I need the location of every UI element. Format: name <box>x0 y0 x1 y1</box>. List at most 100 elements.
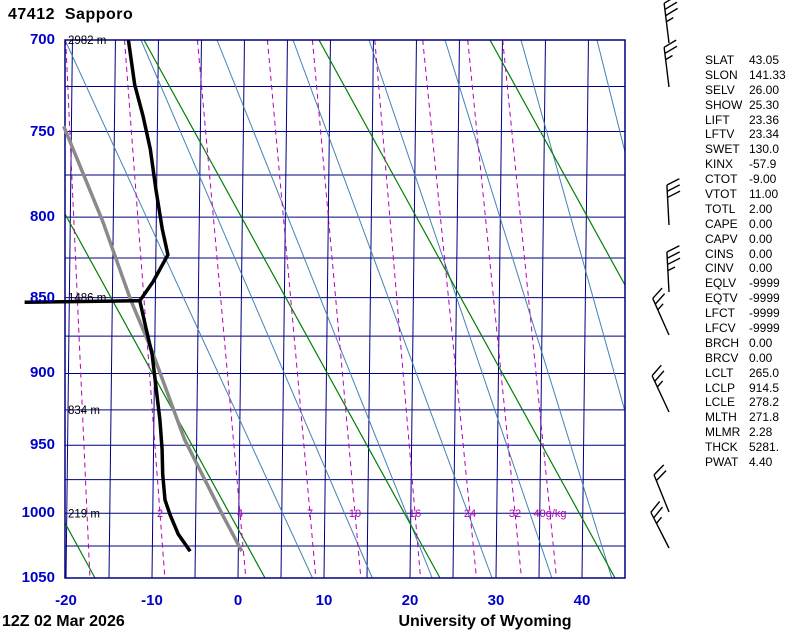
stat-value: 43.05 <box>749 53 780 67</box>
pressure-tick-label: 850 <box>29 288 55 306</box>
stat-row-MLMR: MLMR 2.28 <box>705 425 786 440</box>
wind-barbs <box>650 0 681 549</box>
height-label: 834 m <box>68 405 100 417</box>
temperature-tick-label: 30 <box>487 592 505 609</box>
stat-label: SLON <box>705 67 738 82</box>
temperature-tick-label: 20 <box>401 592 419 609</box>
stat-value: 265.0 <box>749 365 780 380</box>
pressure-tick-label: 900 <box>29 364 55 382</box>
stat-label: LIFT <box>705 112 730 127</box>
stat-label: THCK <box>705 440 738 455</box>
stat-label: CTOT <box>705 172 738 187</box>
stat-label: CAPV <box>705 231 738 246</box>
height-label: 219 m <box>68 508 100 520</box>
stat-label: CINS <box>705 246 734 261</box>
stat-value: 141.33 <box>749 67 786 82</box>
station-title: 47412 Sapporo <box>8 6 134 23</box>
stat-row-PWAT: PWAT 4.40 <box>705 455 786 470</box>
stat-row-LFTV: LFTV 23.34 <box>705 127 786 142</box>
stat-label: VTOT <box>705 187 737 202</box>
dry-adiabats <box>64 39 626 579</box>
stat-value: 0.00 <box>749 261 773 276</box>
stat-row-CTOT: CTOT -9.00 <box>705 172 786 187</box>
stat-row-KINX: KINX -57.9 <box>705 157 786 172</box>
credit-text: University of Wyoming <box>398 613 572 630</box>
mixing-ratio-label: 40g/kg <box>533 508 566 520</box>
stat-row-LFCV: LFCV -9999 <box>705 321 786 336</box>
stat-row-CAPV: CAPV 0.00 <box>705 232 786 247</box>
stat-row-EQLV: EQLV -9999 <box>705 276 786 291</box>
stat-row-SLAT: SLAT 43.05 <box>705 53 786 68</box>
stat-value: -9999 <box>749 306 780 321</box>
stat-value: 2.00 <box>749 201 773 216</box>
stat-value: 278.2 <box>749 395 780 410</box>
wind-barb <box>650 501 670 549</box>
stat-value: 25.30 <box>749 97 780 112</box>
stat-value: -9999 <box>749 321 780 336</box>
wind-barb <box>653 464 670 513</box>
temperature-tick-label: -20 <box>55 592 77 609</box>
wind-barb <box>651 364 670 413</box>
sounding-datetime: 12Z 02 Mar 2026 <box>2 613 125 630</box>
stat-label: CAPE <box>705 216 738 231</box>
pressure-tick-label: 700 <box>29 31 55 48</box>
wind-barb <box>666 178 681 226</box>
moist-adiabats <box>64 39 626 579</box>
pressure-tick-label: 1050 <box>21 569 55 586</box>
pressure-tick-label: 1000 <box>21 504 55 522</box>
stat-value: 914.5 <box>749 380 780 395</box>
stat-label: EQLV <box>705 276 737 291</box>
stat-label: KINX <box>705 157 734 172</box>
stat-label: LCLE <box>705 395 736 410</box>
stat-value: -57.9 <box>749 157 777 172</box>
mixing-ratio-label: 10 <box>349 508 361 520</box>
stat-label: LCLT <box>705 365 734 380</box>
stat-value: -9999 <box>749 276 780 291</box>
stat-value: 11.00 <box>749 187 779 202</box>
stat-value: 0.00 <box>749 216 773 231</box>
stat-value: 2.28 <box>749 425 773 440</box>
wind-barb <box>666 245 681 293</box>
mixing-ratio-label: 16 <box>409 508 421 520</box>
temperature-tick-label: 10 <box>315 592 333 609</box>
profile-lines <box>24 39 244 553</box>
stat-value: 4.40 <box>749 455 773 470</box>
stat-label: PWAT <box>705 455 739 470</box>
stat-value: 0.00 <box>749 231 773 246</box>
stat-value: 0.00 <box>749 246 773 261</box>
stat-row-LIFT: LIFT 23.36 <box>705 113 786 128</box>
isobar-gridlines <box>65 39 625 579</box>
mixing-ratio-label: 2 <box>157 508 163 520</box>
stat-label: MLTH <box>705 410 737 425</box>
stat-row-LCLT: LCLT 265.0 <box>705 366 786 381</box>
stat-label: LFCV <box>705 321 736 336</box>
stat-row-LCLE: LCLE 278.2 <box>705 395 786 410</box>
stability-indices-panel: SLAT 43.05 SLON 141.33 SELV 26.00 SHOW 25.30 LIF… <box>705 53 786 470</box>
stat-label: SHOW <box>705 97 743 112</box>
stat-value: 5281. <box>749 440 780 455</box>
stat-row-SLON: SLON 141.33 <box>705 68 786 83</box>
wind-barb <box>663 39 678 88</box>
mixing-ratio-label: 24 <box>464 508 476 520</box>
stat-row-CAPE: CAPE 0.00 <box>705 217 786 232</box>
height-label: 2982 m <box>68 35 106 47</box>
stat-label: BRCH <box>705 335 740 350</box>
stat-row-THCK: THCK 5281. <box>705 440 786 455</box>
temperature-trace <box>126 39 192 553</box>
stat-label: SLAT <box>705 53 735 67</box>
mixing-ratio-label: 32 <box>509 508 521 520</box>
stat-row-BRCV: BRCV 0.00 <box>705 351 786 366</box>
stat-label: BRCV <box>705 350 739 365</box>
stat-label: SWET <box>705 142 740 157</box>
stat-row-SHOW: SHOW 25.30 <box>705 98 786 113</box>
temperature-tick-label: -10 <box>141 592 163 609</box>
temperature-tick-label: 0 <box>233 592 243 609</box>
stat-label: LCLP <box>705 380 736 395</box>
mixing-ratio-label: 4 <box>237 508 243 520</box>
stat-row-SELV: SELV 26.00 <box>705 83 786 98</box>
stat-label: MLMR <box>705 425 741 440</box>
stat-value: 271.8 <box>749 410 780 425</box>
mixing-ratio-lines <box>65 39 557 579</box>
stat-row-SWET: SWET 130.0 <box>705 142 786 157</box>
